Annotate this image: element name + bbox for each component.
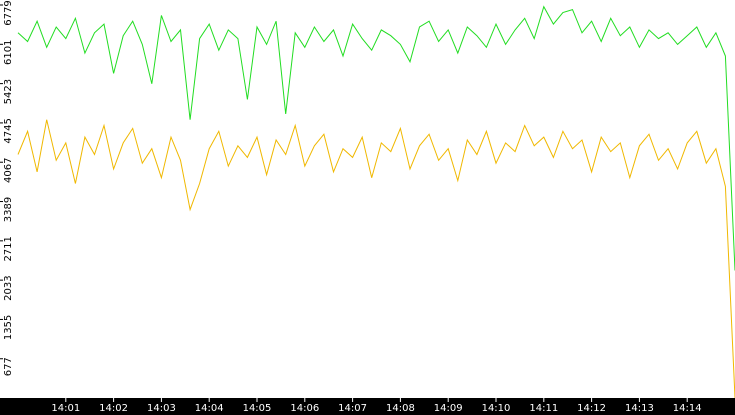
y-tick-label: 6101 xyxy=(3,40,14,65)
x-tick-label: 14:14 xyxy=(673,403,702,414)
x-tick-label: 14:01 xyxy=(51,403,80,414)
x-tick-label: 14:12 xyxy=(577,403,606,414)
x-tick-label: 14:06 xyxy=(290,403,319,414)
x-tick-label: 14:04 xyxy=(195,403,224,414)
x-tick-label: 14:10 xyxy=(482,403,511,414)
x-axis-bar xyxy=(0,398,735,415)
x-tick-label: 14:09 xyxy=(434,403,463,414)
y-tick-label: 6779 xyxy=(3,0,14,25)
x-tick-label: 14:13 xyxy=(625,403,654,414)
x-tick-label: 14:02 xyxy=(99,403,128,414)
y-tick-label: 677 xyxy=(3,357,14,376)
y-tick-label: 4745 xyxy=(3,118,14,143)
x-tick-label: 14:05 xyxy=(243,403,272,414)
x-tick-label: 14:08 xyxy=(386,403,415,414)
x-tick-label: 14:07 xyxy=(338,403,367,414)
y-tick-label: 5423 xyxy=(3,79,14,104)
y-tick-label: 2033 xyxy=(3,275,14,300)
y-tick-label: 1355 xyxy=(3,315,14,340)
y-tick-label: 2711 xyxy=(3,236,14,261)
x-tick-label: 14:11 xyxy=(529,403,558,414)
y-tick-label: 3389 xyxy=(3,197,14,222)
x-tick-label: 14:03 xyxy=(147,403,176,414)
series-line xyxy=(17,5,735,271)
series-line xyxy=(17,119,735,399)
y-tick-label: 4067 xyxy=(3,157,14,182)
